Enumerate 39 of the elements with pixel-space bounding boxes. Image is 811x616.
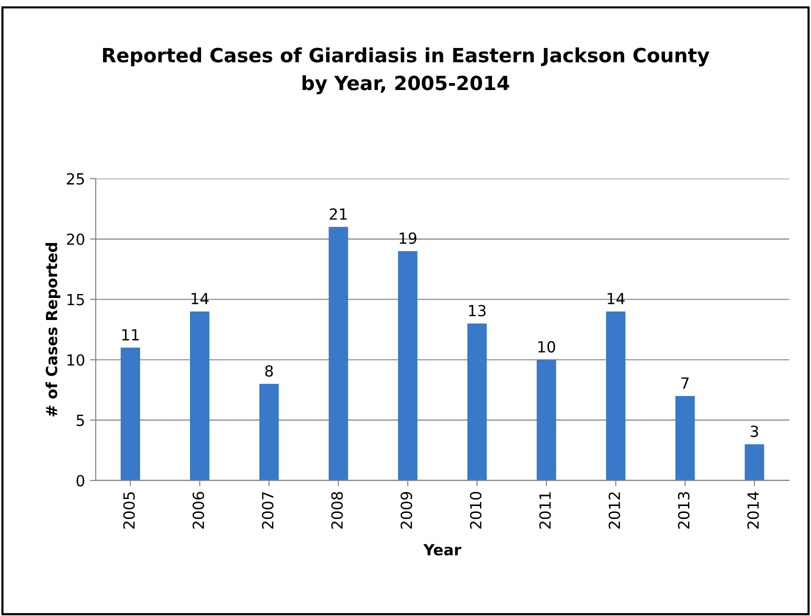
x-tick-label: 2010 bbox=[470, 492, 482, 529]
bar bbox=[606, 311, 626, 480]
x-tick-label: 2009 bbox=[400, 492, 412, 529]
bar bbox=[744, 444, 764, 480]
x-tick-label: 2012 bbox=[608, 492, 620, 529]
x-tick-label: 2008 bbox=[331, 492, 343, 529]
x-tick-label: 2006 bbox=[192, 492, 204, 529]
y-axis-title: # of Cases Reported bbox=[46, 243, 60, 416]
bar bbox=[536, 360, 556, 480]
data-label: 14 bbox=[192, 292, 209, 304]
bar bbox=[190, 311, 210, 480]
chart-title: Reported Cases of Giardiasis in Eastern Jackson County by Year, 2005-2014 bbox=[103, 47, 710, 94]
bar bbox=[328, 226, 348, 480]
data-label: 10 bbox=[538, 341, 556, 353]
data-label: 13 bbox=[469, 304, 486, 316]
bar bbox=[259, 384, 279, 480]
x-tick-label: 2014 bbox=[747, 492, 759, 529]
y-tick-label: 20 bbox=[66, 233, 84, 246]
x-tick-label: 2013 bbox=[678, 492, 690, 529]
data-label: 8 bbox=[265, 365, 273, 377]
x-tick-label: 2011 bbox=[539, 492, 551, 529]
x-tick-label: 2007 bbox=[262, 492, 274, 529]
y-tick-label: 5 bbox=[76, 414, 84, 426]
bar bbox=[675, 396, 695, 480]
data-label: 11 bbox=[122, 329, 139, 340]
data-label: 3 bbox=[750, 426, 758, 438]
data-label: 7 bbox=[681, 377, 689, 389]
bar bbox=[467, 324, 487, 480]
bar bbox=[398, 251, 418, 480]
x-tick-label: 2005 bbox=[123, 492, 135, 529]
y-tick-label: 25 bbox=[66, 173, 84, 185]
data-label: 21 bbox=[330, 208, 347, 220]
data-label: 14 bbox=[608, 292, 625, 304]
y-tick-label: 15 bbox=[68, 294, 84, 306]
x-axis-title: Year bbox=[423, 544, 462, 556]
data-label: 19 bbox=[400, 232, 416, 244]
bar bbox=[120, 348, 140, 480]
y-tick-label: 10 bbox=[68, 354, 84, 366]
y-tick-label: 0 bbox=[76, 474, 84, 486]
